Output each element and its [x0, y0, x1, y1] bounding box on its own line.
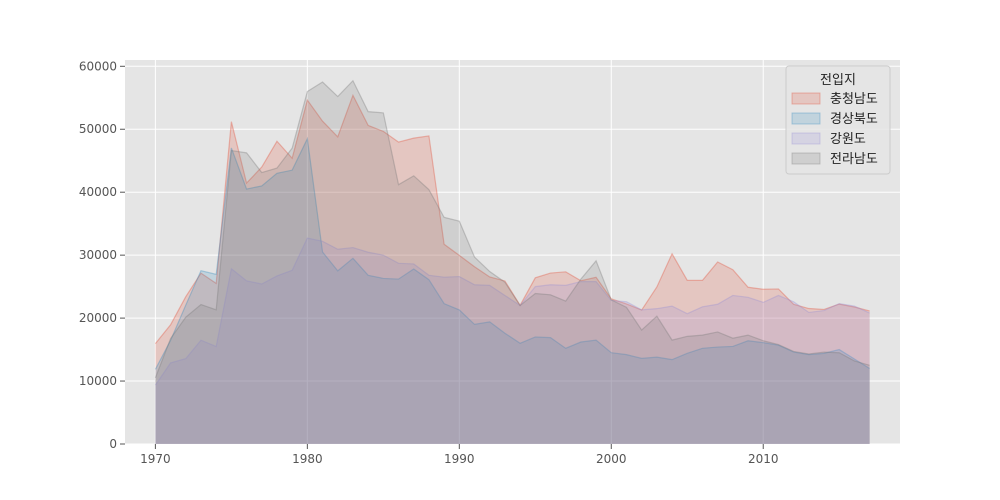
line-1: [154, 93, 870, 344]
line-4: [154, 79, 870, 379]
legend-label: 충청남도: [830, 92, 878, 107]
y-tick-label: 60000: [79, 59, 117, 73]
area-1: [155, 95, 870, 444]
x-tick-label: 1970: [140, 452, 171, 466]
plot-background: [125, 60, 900, 444]
y-tick-label: 0: [109, 437, 117, 451]
legend-title: 전입지: [820, 73, 856, 88]
legend-swatch: [791, 92, 821, 105]
y-tick-label: 50000: [79, 122, 117, 136]
grid: [125, 60, 900, 445]
x-tick-label: 1980: [292, 452, 323, 466]
legend-box: [785, 65, 891, 175]
y-tick-label: 20000: [79, 311, 117, 325]
x-tick-label: 2010: [748, 452, 779, 466]
y-tick-label: 10000: [79, 374, 117, 388]
y-tick-label: 40000: [79, 185, 117, 199]
line-3: [154, 237, 870, 386]
axes: 1970 1980 1990 2000 2010 0 10000 20000 30000 4000…: [79, 59, 779, 466]
x-tick-label: 1990: [444, 452, 475, 466]
legend-label: 강원도: [830, 132, 866, 147]
y-tick-label: 30000: [79, 248, 117, 262]
area-2: [155, 138, 870, 444]
area-4: [155, 80, 870, 445]
series-areas: [154, 79, 870, 445]
legend-swatch: [791, 152, 821, 165]
legend-label: 전라남도: [830, 152, 878, 167]
area-3: [155, 238, 870, 444]
legend-label: 경상북도: [830, 112, 878, 127]
x-tick-label: 2000: [596, 452, 627, 466]
legend-swatch: [791, 132, 821, 145]
line-2: [154, 136, 870, 370]
legend-swatch: [791, 112, 821, 125]
